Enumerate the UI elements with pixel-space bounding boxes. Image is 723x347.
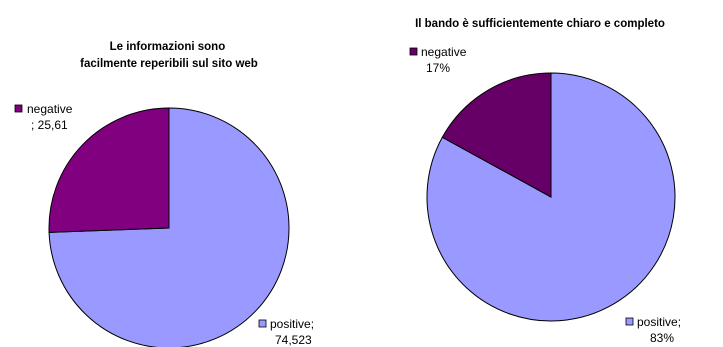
data-label-positive-left-line-1: positive; [270,317,314,331]
pie-chart-left: Le informazioni sono facilmente reperibi… [14,41,317,347]
pie-slice-negative-right [441,72,552,198]
legend-swatch-positive-left [258,319,267,328]
data-label-positive-right-line-2: 83% [650,331,674,345]
data-label-positive-left-line-2: 74,523 [275,333,312,347]
chart-title-left: Le informazioni sono facilmente reperibi… [80,41,258,70]
data-label-positive-left: positive; 74,523 [270,317,317,347]
chart-title-right: Il bando è sufficientemente chiaro e com… [415,18,665,30]
pie-slices-right [426,72,676,322]
data-label-negative-left-line-2: ; 25,61 [31,118,68,132]
legend-swatch-negative-right [409,47,418,56]
chart-title-left-line-2: facilmente reperibili sul sito web [80,58,258,70]
chart-title-left-line-1: Le informazioni sono [110,41,226,53]
data-label-negative-left-line-1: negative [27,102,73,116]
data-label-positive-right-line-1: positive; [637,315,681,329]
pie-slices-left [48,107,290,347]
data-label-negative-right: negative 17% [421,45,470,75]
legend-swatch-positive-right [625,317,634,326]
data-label-positive-right: positive; 83% [637,315,684,345]
pie-chart-right: Il bando è sufficientemente chiaro e com… [409,18,684,345]
data-label-negative-right-line-1: negative [421,45,467,59]
data-label-negative-left: negative ; 25,61 [27,102,76,132]
legend-swatch-negative-left [14,104,23,113]
pie-slice-negative-left [48,107,170,233]
data-label-negative-right-line-2: 17% [426,61,450,75]
